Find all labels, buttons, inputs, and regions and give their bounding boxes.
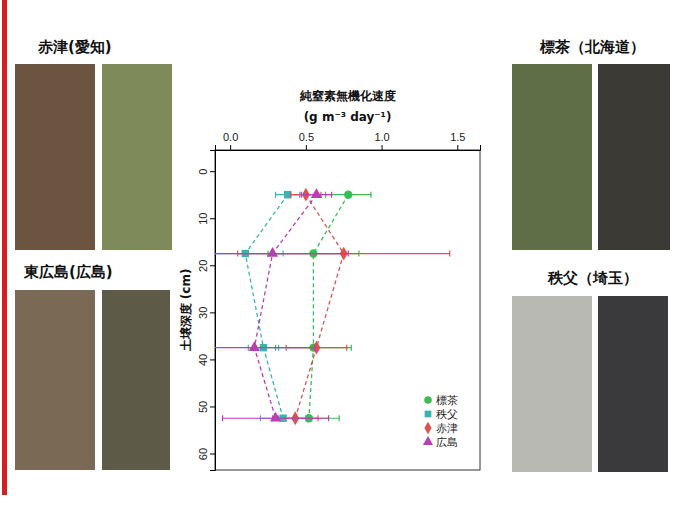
error-bar — [215, 345, 315, 351]
y-tick-label: 20 — [197, 260, 209, 272]
point — [311, 188, 322, 198]
legend-label: 赤津 — [436, 422, 458, 435]
x-tick: 0.5 — [299, 131, 314, 150]
y-tick-label: 50 — [197, 401, 209, 413]
legend-marker — [424, 422, 431, 434]
y-tick-mark — [210, 406, 215, 407]
y-tick-mark — [210, 265, 215, 266]
y-tick: 30 — [197, 307, 215, 319]
x-tick-label: 0.0 — [223, 131, 238, 143]
y-tick: 60 — [197, 448, 215, 460]
y-tick-mark — [210, 171, 215, 172]
plot-frame — [215, 150, 480, 470]
x-axis-title: (g m⁻³ day⁻¹) — [304, 110, 392, 124]
marks — [215, 188, 450, 425]
error-bar — [215, 251, 348, 257]
canvas: 赤津(愛知) 東広島(広島) 標茶（北海道） 秩父（埼玉） 0.0 0.5 1.0 1.5 0 1… — [0, 0, 675, 512]
y-tick: 50 — [197, 401, 215, 413]
point — [267, 247, 278, 257]
site-label: 標茶（北海道） — [539, 38, 645, 56]
photo-placeholder — [512, 64, 592, 250]
site-label: 赤津(愛知) — [37, 38, 112, 56]
x-tick: 1.0 — [374, 131, 389, 150]
legend-marker — [424, 396, 432, 404]
site-label: 東広島(広島) — [23, 263, 113, 281]
y-tick: 40 — [197, 354, 215, 366]
series-line — [254, 195, 316, 419]
y-tick: 10 — [197, 213, 215, 225]
series-line — [295, 195, 343, 419]
photo-placeholder — [15, 290, 95, 470]
photo-placeholder — [102, 290, 170, 470]
photo-placeholder — [598, 296, 668, 472]
x-axis-line — [216, 145, 481, 151]
y-tick-mark — [210, 454, 215, 455]
y-tick-mark — [210, 218, 215, 219]
photo-placeholder — [512, 296, 592, 472]
photo-placeholder — [102, 64, 172, 250]
y-tick-mark — [210, 359, 215, 360]
photo-placeholder — [598, 64, 670, 250]
x-tick-label: 1.0 — [374, 131, 389, 143]
y-tick-label: 10 — [197, 213, 209, 225]
y-tick-label: 30 — [197, 307, 209, 319]
chart-title: 純窒素無機化速度 — [299, 89, 396, 103]
legend: 標茶秩父赤津広島 — [423, 394, 458, 449]
y-tick-label: 0 — [197, 169, 209, 175]
point — [249, 341, 260, 351]
x-tick-label: 1.5 — [450, 131, 465, 143]
x-tick-label: 0.5 — [299, 131, 314, 143]
photo-placeholder — [15, 64, 95, 250]
y-axis-title: 土壌深度 (cm) — [179, 269, 193, 353]
site-label: 秩父（埼玉） — [547, 269, 638, 287]
x-axis: 0.0 0.5 1.0 1.5 — [216, 131, 481, 151]
x-tick: 0.0 — [223, 131, 238, 150]
legend-label: 広島 — [436, 436, 458, 449]
y-tick: 20 — [197, 260, 215, 272]
point — [270, 412, 281, 422]
x-tick-mark — [230, 145, 231, 150]
x-tick-mark — [382, 145, 383, 150]
y-tick-mark — [210, 312, 215, 313]
y-tick-label: 60 — [197, 448, 209, 460]
series-line — [245, 195, 287, 419]
y-tick-label: 40 — [197, 354, 209, 366]
legend-marker — [423, 436, 433, 445]
x-tick-mark — [457, 145, 458, 150]
accent-bar — [2, 0, 7, 495]
point — [344, 191, 352, 199]
series-line — [309, 195, 348, 419]
x-tick: 1.5 — [450, 131, 465, 150]
y-axis-line — [210, 151, 216, 471]
legend-label: 標茶 — [436, 394, 458, 407]
y-axis: 0 10 20 30 40 50 60 — [197, 151, 216, 471]
x-tick-mark — [306, 145, 307, 150]
y-tick: 0 — [197, 169, 215, 175]
legend-marker — [425, 411, 432, 418]
legend-label: 秩父 — [436, 408, 458, 421]
